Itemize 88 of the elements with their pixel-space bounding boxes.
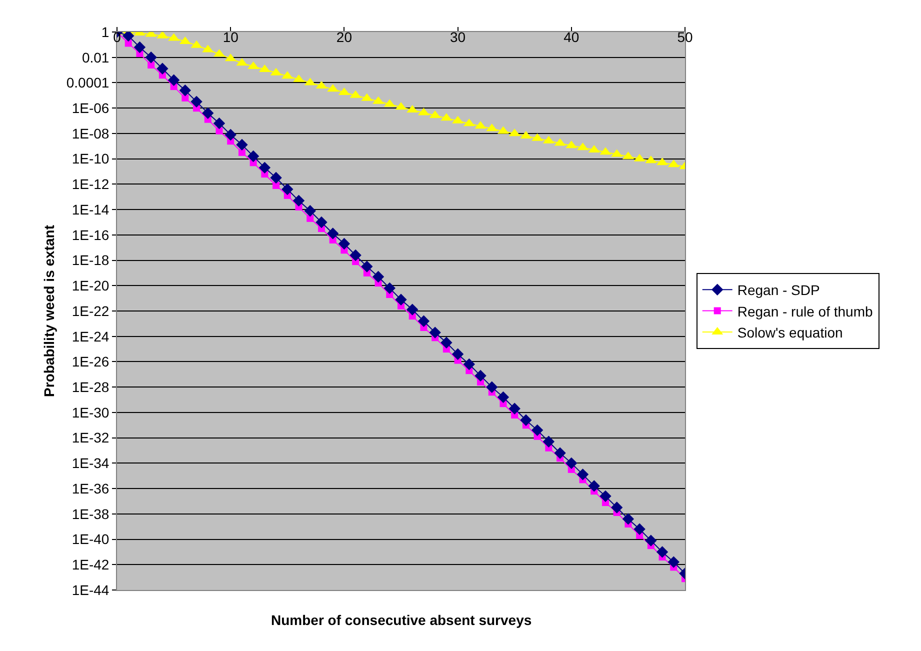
point (634, 523, 646, 535)
y-tick-label: 1E-12 (72, 176, 110, 192)
y-tick-label: 1E-20 (72, 278, 110, 294)
point (656, 546, 668, 558)
point (542, 436, 555, 448)
point (474, 370, 486, 382)
point (258, 162, 271, 174)
y-tick-label: 1E-06 (72, 100, 110, 116)
y-tick-label: 1E-36 (72, 480, 110, 496)
point (190, 96, 202, 108)
point (452, 348, 464, 360)
y-tick-label: 1E-40 (72, 531, 110, 548)
point (350, 249, 362, 262)
point (372, 270, 384, 283)
y-tick-label: 1E-44 (72, 582, 110, 598)
point (486, 381, 498, 393)
y-tick-label: 1E-14 (72, 201, 110, 218)
point (306, 214, 314, 222)
point (304, 204, 316, 217)
point (566, 457, 578, 470)
point (440, 336, 452, 348)
legend-label: Solow's equation (737, 324, 843, 340)
point (406, 304, 418, 316)
x-tick-label: 20 (336, 29, 352, 45)
point (156, 62, 168, 74)
point (224, 128, 236, 141)
y-tick-label: 1E-30 (72, 404, 110, 420)
point (395, 294, 407, 306)
point (497, 391, 510, 404)
point (148, 62, 155, 68)
point (508, 402, 520, 414)
point (326, 228, 339, 240)
y-tick-label: 1E-28 (72, 378, 110, 395)
x-axis-title: Number of consecutive absent surveys (271, 612, 532, 628)
x-tick-label: 10 (222, 29, 239, 45)
y-tick-label: 0.01 (82, 49, 110, 66)
point (361, 260, 373, 272)
point (316, 216, 328, 228)
point (270, 172, 282, 184)
point (610, 502, 623, 514)
y-tick-label: 0.0001 (66, 74, 110, 91)
y-tick-label: 1E-22 (72, 302, 110, 319)
point (645, 534, 657, 546)
y-tick-label: 1E-42 (72, 556, 110, 573)
x-tick-label: 50 (677, 29, 693, 45)
y-tick-label: 1E-08 (72, 125, 110, 142)
point (202, 107, 214, 119)
y-tick-label: 1E-26 (72, 354, 110, 370)
point (520, 414, 532, 426)
legend-label: Regan - SDP (737, 282, 820, 298)
point (236, 138, 248, 151)
point (531, 424, 544, 436)
point (179, 84, 192, 96)
point (418, 315, 430, 327)
point (216, 127, 223, 134)
point (272, 182, 280, 189)
point (338, 238, 350, 250)
point (429, 326, 441, 338)
point (238, 148, 246, 156)
point (182, 94, 189, 102)
y-tick-label: 1E-24 (72, 328, 110, 344)
x-tick-label: 40 (564, 29, 580, 45)
point (134, 41, 146, 54)
y-tick-label: 1E-16 (72, 226, 110, 243)
x-tick-label: 30 (450, 29, 466, 45)
y-axis-title: Probability weed is extant (40, 224, 57, 397)
point (554, 447, 566, 459)
y-tick-label: 1E-32 (72, 430, 110, 446)
y-tick-label: 1E-38 (72, 506, 110, 522)
point (213, 117, 226, 130)
point (600, 490, 612, 502)
y-tick-label: 1E-18 (72, 252, 110, 268)
point (576, 468, 589, 480)
point (282, 183, 294, 196)
point (168, 74, 180, 86)
point (292, 194, 305, 207)
point (463, 358, 476, 370)
point (384, 282, 396, 294)
y-tick-label: 1E-10 (72, 150, 110, 167)
y-tick-label: 1 (101, 24, 110, 40)
point (622, 513, 634, 525)
legend-label: Regan - rule of thumb (737, 303, 873, 320)
point (588, 480, 600, 492)
point (145, 52, 157, 64)
x-tick-label: 0 (113, 29, 122, 45)
point (668, 556, 680, 568)
point (247, 150, 260, 162)
y-tick-label: 1E-34 (72, 455, 110, 472)
